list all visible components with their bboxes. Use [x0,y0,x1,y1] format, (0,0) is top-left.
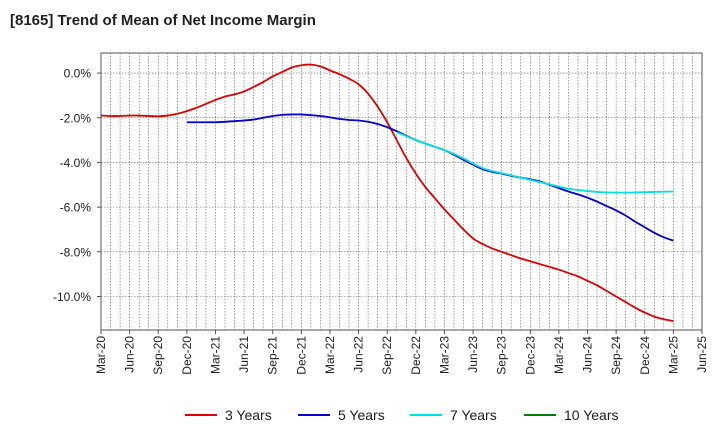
legend-swatch [410,414,442,416]
legend-label: 7 Years [450,407,497,423]
chart-legend: 3 Years 5 Years 7 Years 10 Years [0,404,720,426]
x-tick-label: Sep-23 [495,336,509,375]
legend-item-3-years: 3 Years [185,404,272,426]
x-tick-label: Dec-22 [409,336,423,375]
y-tick-label: -2.0% [60,111,92,125]
x-tick-label: Mar-23 [437,336,451,374]
y-tick-label: -4.0% [60,156,92,170]
x-tick-label: Jun-23 [466,336,480,373]
legend-swatch [524,414,556,416]
chart-title: [8165] Trend of Mean of Net Income Margi… [10,12,316,29]
x-tick-label: Mar-24 [552,336,566,374]
x-tick-label: Sep-21 [266,336,280,375]
x-tick-label: Jun-21 [237,336,251,373]
x-tick-label: Jun-25 [695,336,709,373]
x-axis-ticks: Mar-20 Jun-20 Sep-20 Dec-20 Mar-21 Jun-21 Sep-… [94,330,709,375]
legend-swatch [298,414,330,416]
legend-label: 10 Years [564,407,619,423]
legend-label: 3 Years [225,407,272,423]
x-tick-label: Sep-20 [151,336,165,375]
x-tick-label: Dec-24 [638,336,652,375]
legend-label: 5 Years [338,407,385,423]
legend-item-7-years: 7 Years [410,404,497,426]
x-tick-label: Mar-22 [323,336,337,374]
x-tick-label: Mar-21 [208,336,222,374]
plot-border [100,52,703,331]
series-line-7-years [396,131,674,194]
y-tick-label: -8.0% [60,245,92,259]
legend-item-5-years: 5 Years [298,404,385,426]
y-tick-label: 0.0% [64,67,92,81]
x-tick-label: Jun-20 [123,336,137,373]
series-lines [100,63,674,322]
x-tick-label: Sep-24 [609,336,623,375]
x-tick-label: Jun-22 [352,336,366,373]
x-tick-label: Dec-20 [180,336,194,375]
x-tick-label: Sep-22 [380,336,394,375]
y-tick-label: -6.0% [60,201,92,215]
x-tick-label: Mar-20 [94,336,108,374]
x-tick-label: Jun-24 [581,336,595,373]
series-line-3-years [100,63,674,322]
x-tick-label: Mar-25 [666,336,680,374]
x-tick-label: Dec-21 [294,336,308,375]
plot-area [101,53,702,330]
x-tick-label: Dec-23 [523,336,537,375]
legend-item-10-years: 10 Years [524,404,619,426]
legend-swatch [185,414,217,416]
y-axis-ticks: 0.0% -2.0% -4.0% -6.0% -8.0% -10.0% [53,67,101,304]
y-tick-label: -10.0% [53,290,91,304]
